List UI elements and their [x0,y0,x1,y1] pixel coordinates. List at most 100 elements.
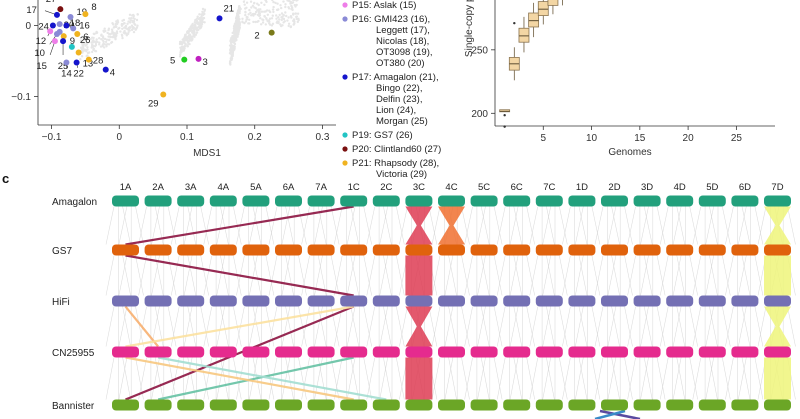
background-dot [233,32,236,35]
background-link [575,206,584,245]
legend-entry-line: OT380 (20) [376,58,425,69]
background-dot [275,14,278,17]
background-link [709,357,718,400]
background-dot [198,22,201,25]
background-link [399,206,408,245]
background-dot [285,14,288,18]
background-dot [282,13,285,17]
background-dot [103,46,106,49]
chromosome-label: 3D [641,182,653,193]
background-link [350,357,360,400]
point-label: 17 [26,5,37,16]
background-link [333,306,343,347]
scatter-point [160,91,167,98]
background-dot [282,0,285,3]
box-group [547,0,559,15]
background-dot [91,50,94,54]
background-link [187,306,197,347]
background-link [640,206,649,245]
background-dot [274,1,277,5]
point-label: 2 [254,31,259,42]
background-link [383,255,392,296]
point-label: 12 [36,36,47,47]
chromosome-bar [209,195,237,207]
background-link [627,306,636,347]
background-link [431,255,441,296]
y-tick-label: −0.1 [11,92,31,103]
background-dot [86,48,89,51]
background-link [692,255,702,296]
background-link [265,206,275,245]
background-link [656,357,666,400]
background-dot [237,15,240,19]
background-link [624,306,633,347]
background-dot [132,26,135,29]
background-link [672,206,682,245]
background-dot [270,24,274,27]
background-dot [202,12,205,15]
background-link [480,206,490,245]
chromosome-bar [568,346,596,358]
chromosome-label: 6C [511,182,523,193]
background-dot [248,18,251,21]
background-link [542,206,551,245]
x-tick-label: 0.2 [248,132,262,143]
background-link [118,255,128,296]
x-tick-label: 0.3 [316,132,330,143]
chromosome-bar [438,295,465,307]
y-tick-label: 0 [25,21,31,32]
background-link [461,206,470,245]
chromosome-bar [340,295,368,307]
background-dot [199,19,202,23]
background-link [643,255,653,296]
background-link [594,357,604,400]
background-link [509,306,519,347]
background-link [363,255,372,296]
background-dot [87,37,91,40]
background-dot [110,28,114,31]
background-link [330,306,340,347]
chromosome-label: 3C [413,182,425,193]
background-dot [100,38,103,41]
chromosome-bar [242,195,270,207]
background-link [509,206,519,245]
chromosome-bar [568,244,596,256]
background-dot [131,14,134,17]
background-dot [290,7,294,10]
background-dot [270,17,274,20]
background-link [396,255,405,296]
background-link [705,206,714,245]
background-link [513,306,523,347]
background-link [464,206,473,245]
background-dot [290,16,293,19]
panel-c-label: c [2,171,9,186]
background-link [366,357,376,400]
background-dot [249,0,253,3]
legend-entry: P17: Amagalon (21), [352,72,439,83]
chromosome-bar [633,399,661,411]
background-link [464,357,473,400]
background-link [725,255,734,296]
background-dot [276,2,279,5]
background-dot [230,57,234,60]
background-link [105,206,115,245]
background-dot [125,32,128,36]
background-dot [180,49,184,53]
background-dot [184,35,187,38]
x-tick-label: 0.1 [180,132,194,143]
background-dot [136,24,139,27]
x-axis-title: Genomes [608,147,651,158]
chromosome-bar [275,295,302,307]
background-link [183,306,193,347]
background-dot [242,0,246,3]
chromosome-bar [209,399,237,411]
chromosome-bar [633,346,661,358]
background-link [559,206,568,245]
background-link [705,255,714,296]
background-dot [294,0,297,1]
chromosome-bar [177,244,205,256]
background-link [187,206,197,245]
background-dot [98,43,101,46]
background-link [672,255,682,296]
background-dot [287,24,290,28]
